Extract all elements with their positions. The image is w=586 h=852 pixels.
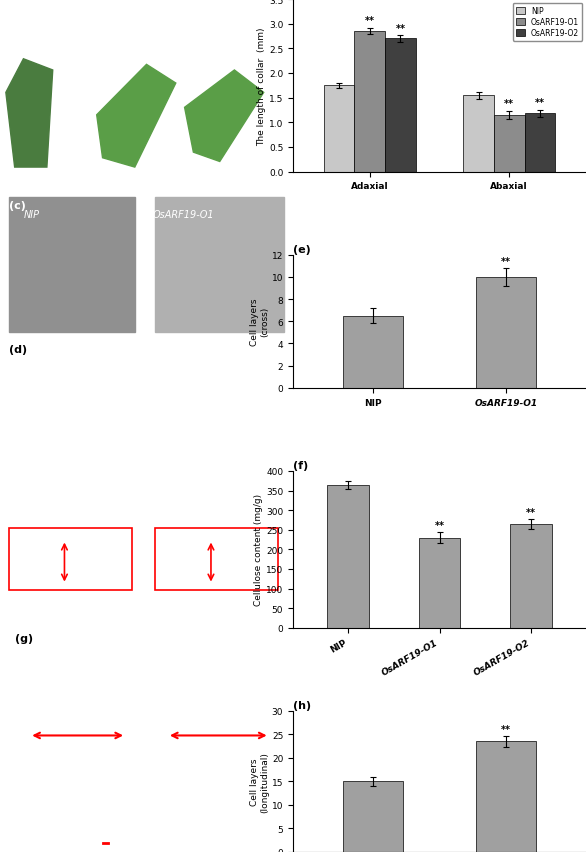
Y-axis label: Cell layers
(longitudinal): Cell layers (longitudinal) bbox=[250, 751, 269, 812]
Bar bbox=[476, 278, 536, 389]
Text: (h): (h) bbox=[293, 700, 311, 711]
Bar bbox=[155, 529, 278, 590]
Legend: NIP, OsARF19-O1, OsARF19-O2: NIP, OsARF19-O1, OsARF19-O2 bbox=[513, 3, 582, 42]
Bar bbox=[524, 114, 556, 172]
Polygon shape bbox=[185, 71, 264, 162]
Bar bbox=[328, 485, 369, 628]
Bar bbox=[355, 32, 385, 172]
Text: **: ** bbox=[364, 16, 374, 26]
Bar bbox=[463, 96, 494, 172]
Y-axis label: Cellulose content (mg/g): Cellulose content (mg/g) bbox=[254, 493, 263, 606]
Text: OsARF19-O2: OsARF19-O2 bbox=[205, 33, 267, 43]
Text: (f): (f) bbox=[293, 461, 308, 470]
Y-axis label: The length of collar  (mm): The length of collar (mm) bbox=[257, 27, 266, 146]
Text: (g): (g) bbox=[15, 634, 33, 643]
Text: **: ** bbox=[396, 24, 406, 33]
Text: **: ** bbox=[505, 100, 515, 109]
Text: (e): (e) bbox=[293, 245, 311, 255]
Text: OsARF19-O1: OsARF19-O1 bbox=[111, 33, 173, 43]
Text: **: ** bbox=[526, 508, 536, 518]
Bar bbox=[385, 39, 416, 172]
Bar bbox=[510, 524, 551, 628]
Y-axis label: Cell layers
(cross): Cell layers (cross) bbox=[250, 298, 269, 346]
Text: **: ** bbox=[434, 521, 445, 530]
Text: (d): (d) bbox=[9, 344, 27, 354]
Text: OsARF19-O1: OsARF19-O1 bbox=[152, 210, 214, 220]
Bar bbox=[494, 116, 524, 172]
Bar bbox=[323, 86, 355, 172]
Bar bbox=[343, 316, 403, 389]
Text: NIP: NIP bbox=[29, 33, 45, 43]
Polygon shape bbox=[9, 199, 135, 332]
Bar bbox=[343, 781, 403, 852]
Text: NIP: NIP bbox=[23, 210, 39, 220]
Text: **: ** bbox=[501, 724, 511, 734]
Bar bbox=[9, 529, 132, 590]
Polygon shape bbox=[6, 60, 53, 168]
Bar bbox=[476, 741, 536, 852]
Polygon shape bbox=[155, 199, 284, 332]
Bar bbox=[419, 538, 460, 628]
Text: **: ** bbox=[535, 98, 545, 108]
Text: (a): (a) bbox=[9, 14, 26, 25]
Text: (c): (c) bbox=[9, 201, 26, 210]
Polygon shape bbox=[97, 66, 176, 168]
Text: **: ** bbox=[501, 257, 511, 267]
